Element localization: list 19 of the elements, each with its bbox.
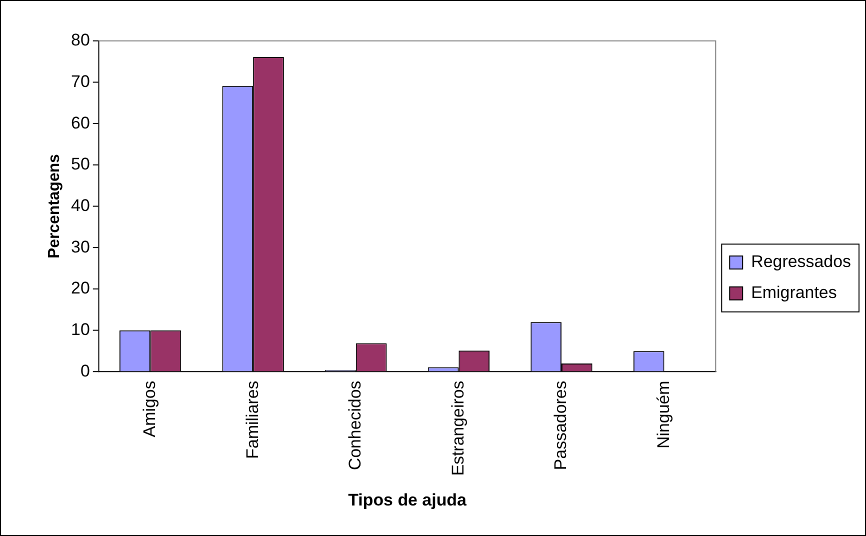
- y-tick-label: 20: [71, 278, 90, 298]
- y-tick-label: 60: [71, 113, 90, 132]
- y-axis-title: Percentagens: [46, 154, 63, 259]
- x-tick-label: Amigos: [140, 380, 159, 438]
- y-tick-label: 30: [71, 237, 90, 256]
- y-tick-label: 70: [71, 72, 90, 91]
- y-tick-label: 40: [71, 196, 90, 215]
- legend-label: Regressados: [751, 252, 851, 272]
- x-tick-label: Estrangeiros: [448, 380, 468, 476]
- y-tick-label: 10: [71, 320, 90, 340]
- y-tick-label: 80: [71, 30, 90, 50]
- x-tick-label: Familiares: [242, 380, 262, 459]
- legend-label: Emigrantes: [751, 283, 837, 302]
- y-tick-label: 0: [80, 361, 90, 380]
- x-tick-label: Conhecidos: [346, 380, 365, 470]
- x-tick-label: Passadores: [551, 380, 570, 470]
- y-tick-label: 50: [71, 154, 90, 174]
- x-axis-title: Tipos de ajuda: [348, 490, 468, 510]
- x-tick-label: Ninguém: [654, 380, 673, 448]
